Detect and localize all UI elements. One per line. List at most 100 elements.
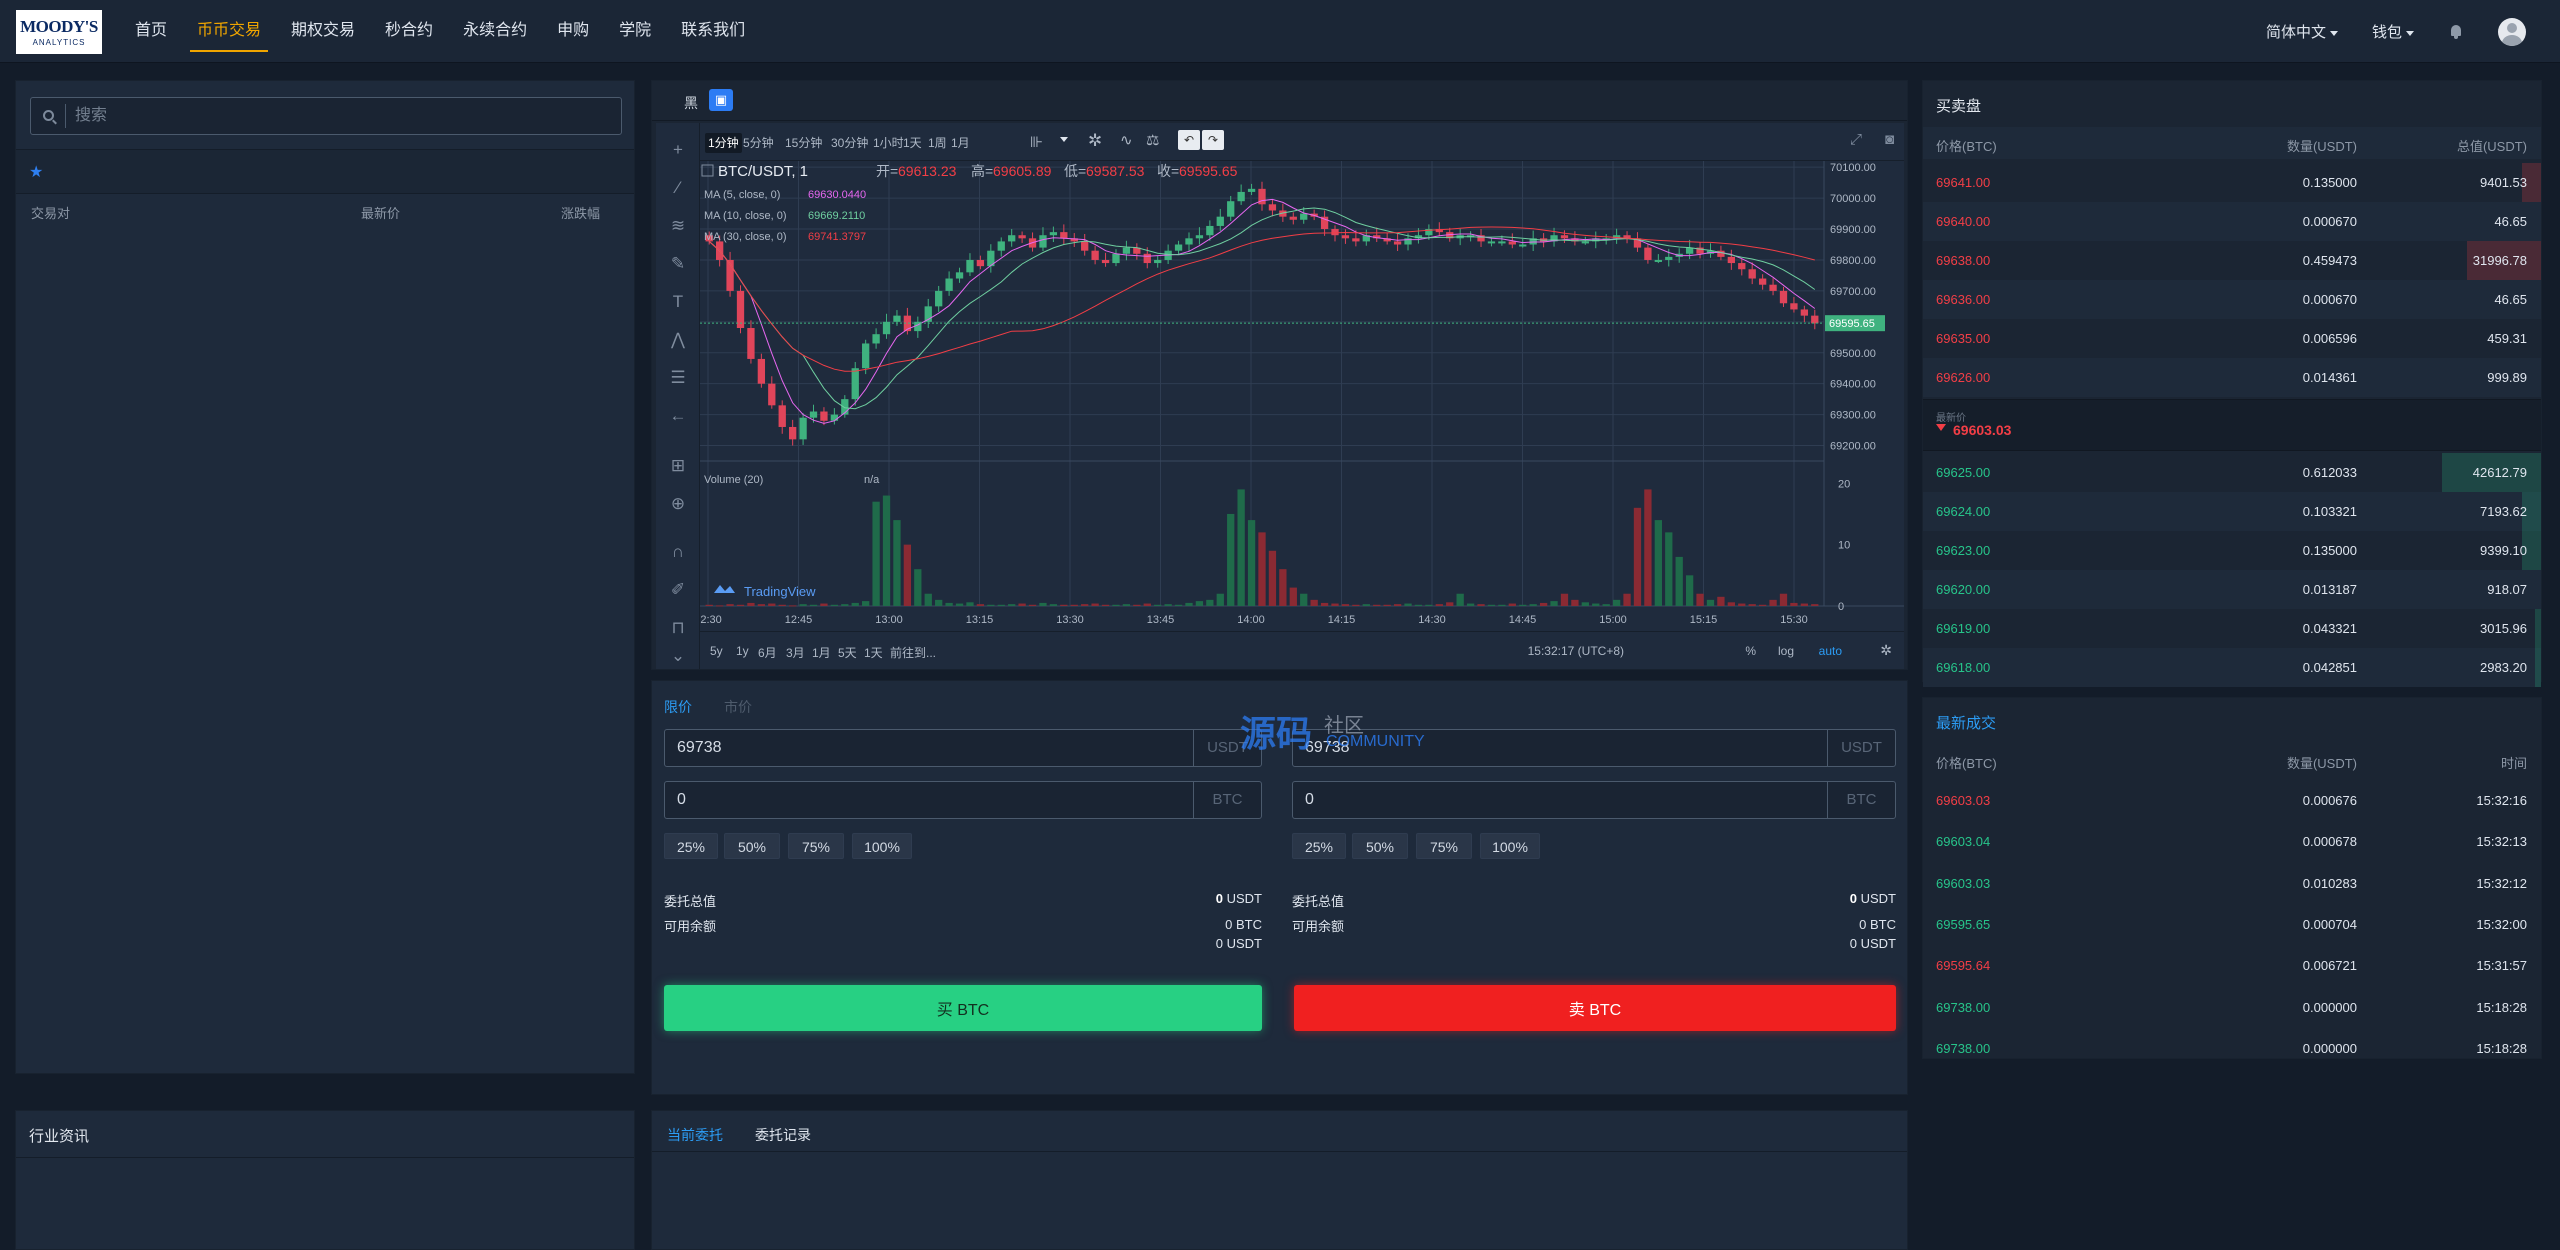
camera-icon[interactable]: ◙ [1884, 131, 1894, 148]
theme-dark-toggle[interactable]: 黑 [684, 95, 698, 111]
buy-btc-button[interactable]: 买 BTC [664, 985, 1262, 1031]
interval-0[interactable]: 1分钟 [705, 133, 742, 153]
candlestick-chart-svg[interactable]: 70100.00 70000.00 69900.00 69800.00 69700.00… [694, 161, 1904, 631]
interval-5[interactable]: 1天 [903, 136, 922, 150]
compare-icon[interactable]: ⚖ [1146, 132, 1160, 149]
volume-bar [997, 604, 1005, 606]
nav-item-5[interactable]: 申购 [557, 22, 590, 39]
range-7[interactable]: 前往到... [890, 646, 937, 660]
nav-item-7[interactable]: 联系我们 [681, 22, 746, 39]
range-3[interactable]: 3月 [786, 646, 805, 660]
volume-bar [1592, 603, 1600, 606]
sell-btc-button[interactable]: 卖 BTC [1294, 985, 1896, 1031]
column-pair[interactable]: 交易对 [31, 206, 71, 221]
prediction-icon[interactable]: ☰ [670, 368, 686, 387]
back-arrow-icon[interactable]: ← [669, 406, 687, 425]
sell-percent-button-3[interactable]: 100% [1480, 833, 1540, 859]
interval-1[interactable]: 5分钟 [743, 136, 774, 150]
tab-market[interactable]: 市价 [724, 699, 752, 715]
orderbook-row[interactable]: 69626.00 0.014361 999.89 [1923, 358, 2541, 397]
log-scale-toggle[interactable]: log [1777, 644, 1794, 658]
sell-percent-button-0[interactable]: 25% [1292, 833, 1346, 859]
range-6[interactable]: 1天 [864, 646, 883, 660]
price-chart-area[interactable]: 70100.00 70000.00 69900.00 69800.00 69700.00… [694, 161, 1904, 631]
column-last-price[interactable]: 最新价 [361, 206, 401, 221]
volume-bar [1310, 599, 1318, 606]
sell-price-input[interactable] [1293, 730, 1819, 766]
wallet-menu[interactable]: 钱包 [2372, 21, 2414, 42]
gear-icon[interactable]: ✲ [1088, 131, 1103, 150]
range-4[interactable]: 1月 [812, 646, 831, 660]
star-icon[interactable]: ★ [29, 164, 44, 181]
range-5[interactable]: 5天 [838, 646, 857, 660]
candle-style-icon[interactable]: ⊪ [1030, 134, 1044, 151]
moodys-logo[interactable]: MOODY'S ANALYTICS [16, 10, 102, 54]
indicators-icon[interactable]: ∿ [1120, 132, 1133, 149]
interval-4[interactable]: 1小时 [873, 136, 904, 150]
crosshair-icon[interactable]: + [673, 140, 683, 159]
pattern-icon[interactable]: ⋀ [671, 330, 685, 349]
magnet-icon[interactable]: ∩ [671, 542, 685, 561]
orderbook-row[interactable]: 69624.00 0.103321 7193.62 [1923, 492, 2541, 531]
range-1[interactable]: 1y [736, 644, 749, 658]
orderbook-row[interactable]: 69638.00 0.459473 31996.78 [1923, 241, 2541, 280]
interval-7[interactable]: 1月 [951, 136, 970, 150]
measure-icon[interactable]: ⊞ [670, 456, 686, 475]
nav-item-6[interactable]: 学院 [619, 22, 652, 39]
nav-item-1[interactable]: 币币交易 [182, 0, 276, 63]
zoom-icon[interactable]: ⊕ [670, 494, 686, 513]
divider [16, 1157, 634, 1158]
sell-amount-input[interactable] [1293, 782, 1819, 818]
buy-percent-button-0[interactable]: 25% [664, 833, 718, 859]
sell-percent-button-1[interactable]: 50% [1352, 833, 1408, 859]
interval-2[interactable]: 15分钟 [785, 136, 823, 150]
search-input[interactable] [75, 100, 605, 132]
tab-limit[interactable]: 限价 [664, 699, 692, 715]
percent-scale-toggle[interactable]: % [1745, 644, 1756, 658]
tab-order-history[interactable]: 委托记录 [755, 1127, 811, 1143]
auto-scale-toggle[interactable]: auto [1818, 644, 1842, 658]
nav-item-0[interactable]: 首页 [135, 22, 168, 39]
range-2[interactable]: 6月 [758, 646, 777, 660]
orderbook-row[interactable]: 69636.00 0.000670 46.65 [1923, 280, 2541, 319]
chevron-down-icon[interactable] [1060, 137, 1068, 142]
interval-6[interactable]: 1周 [928, 136, 947, 150]
lock-icon[interactable]: ⊓ [671, 618, 685, 637]
buy-price-input[interactable] [665, 730, 1185, 766]
chevron-down-icon[interactable]: ⌄ [670, 646, 686, 665]
gear-icon[interactable]: ✲ [1880, 642, 1892, 658]
nav-item-4[interactable]: 永续合约 [463, 22, 528, 39]
interval-3[interactable]: 30分钟 [831, 136, 869, 150]
buy-percent-button-1[interactable]: 50% [724, 833, 780, 859]
text-icon[interactable]: T [672, 292, 684, 311]
undo-icon[interactable]: ↶ [1178, 130, 1200, 150]
buy-percent-button-2[interactable]: 75% [788, 833, 844, 859]
orderbook-row[interactable]: 69623.00 0.135000 9399.10 [1923, 531, 2541, 570]
language-selector[interactable]: 简体中文 [2266, 21, 2338, 42]
fullscreen-icon[interactable]: ⤢ [1849, 131, 1862, 148]
orderbook-row[interactable]: 69620.00 0.013187 918.07 [1923, 570, 2541, 609]
orderbook-row[interactable]: 69619.00 0.043321 3015.96 [1923, 609, 2541, 648]
candle-body [799, 417, 807, 440]
orderbook-row[interactable]: 69618.00 0.042851 2983.20 [1923, 648, 2541, 687]
orderbook-row[interactable]: 69641.00 0.135000 9401.53 [1923, 163, 2541, 202]
redo-icon[interactable]: ↷ [1202, 130, 1224, 150]
orderbook-row[interactable]: 69625.00 0.612033 42612.79 [1923, 453, 2541, 492]
fib-icon[interactable]: ≋ [670, 216, 686, 235]
buy-percent-button-3[interactable]: 100% [852, 833, 912, 859]
trend-line-icon[interactable]: ⁄ [676, 178, 680, 197]
sell-percent-button-2[interactable]: 75% [1416, 833, 1472, 859]
nav-item-2[interactable]: 期权交易 [291, 22, 356, 39]
range-0[interactable]: 5y [710, 644, 723, 658]
avatar-icon[interactable] [2498, 17, 2526, 46]
bell-icon[interactable] [2448, 24, 2464, 40]
tab-current-orders[interactable]: 当前委托 [667, 1127, 723, 1143]
orderbook-row[interactable]: 69640.00 0.000670 46.65 [1923, 202, 2541, 241]
column-change[interactable]: 涨跌幅 [561, 206, 601, 221]
buy-amount-input[interactable] [665, 782, 1185, 818]
theme-icon[interactable]: ▣ [709, 89, 733, 111]
orderbook-row[interactable]: 69635.00 0.006596 459.31 [1923, 319, 2541, 358]
brush-icon[interactable]: ✎ [670, 254, 686, 273]
lock-drawing-icon[interactable]: ✐ [670, 580, 686, 599]
nav-item-3[interactable]: 秒合约 [385, 22, 434, 39]
